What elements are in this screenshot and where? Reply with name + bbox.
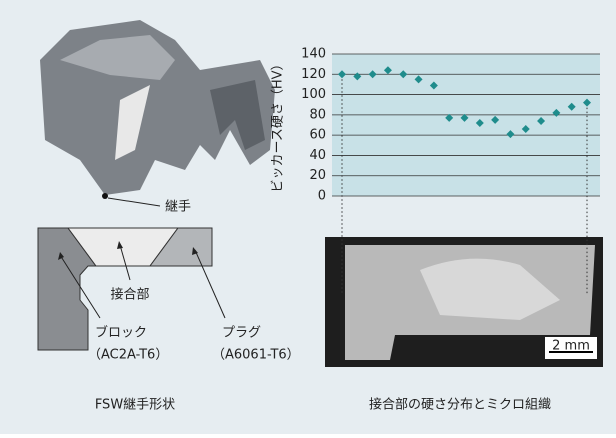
data-point xyxy=(583,98,591,107)
plot-area xyxy=(332,54,600,196)
data-point xyxy=(521,125,530,134)
data-point xyxy=(368,70,377,79)
weld-label: 接合部 xyxy=(110,287,149,303)
plug-label: プラグ xyxy=(222,326,261,341)
left-caption: FSW継手形状 xyxy=(95,398,175,413)
y-tick-label: 100 xyxy=(301,87,326,102)
data-point xyxy=(460,113,469,122)
y-tick-label: 120 xyxy=(301,67,326,82)
y-tick-label: 140 xyxy=(301,47,326,62)
data-point xyxy=(414,75,423,84)
data-point xyxy=(383,66,392,75)
data-point xyxy=(338,70,346,79)
micrograph xyxy=(325,237,603,367)
data-point xyxy=(537,116,546,125)
data-point xyxy=(399,70,408,79)
plug-alloy: （A6061-T6） xyxy=(212,348,300,363)
data-point xyxy=(552,108,561,117)
y-tick-label: 20 xyxy=(309,168,326,183)
data-point xyxy=(506,130,515,139)
y-tick-label: 80 xyxy=(309,107,326,122)
y-axis-label: ビッカース硬さ（HV） xyxy=(271,57,286,192)
data-point xyxy=(475,118,484,127)
cross-section xyxy=(37,227,226,351)
data-point xyxy=(353,72,362,81)
joint-label: 継手 xyxy=(165,200,191,215)
data-point xyxy=(491,115,500,124)
data-point xyxy=(567,102,576,111)
data-point xyxy=(445,113,454,122)
data-point xyxy=(429,81,438,90)
scale-label: 2 mm xyxy=(552,339,590,354)
y-tick-label: 40 xyxy=(309,148,326,163)
y-tick-label: 60 xyxy=(309,128,326,143)
part-illustration xyxy=(40,20,275,207)
right-caption: 接合部の硬さ分布とミクロ組織 xyxy=(369,397,551,413)
block-alloy: （AC2A-T6） xyxy=(88,348,168,363)
y-tick-label: 0 xyxy=(318,189,326,204)
block-label: ブロック xyxy=(95,325,147,341)
